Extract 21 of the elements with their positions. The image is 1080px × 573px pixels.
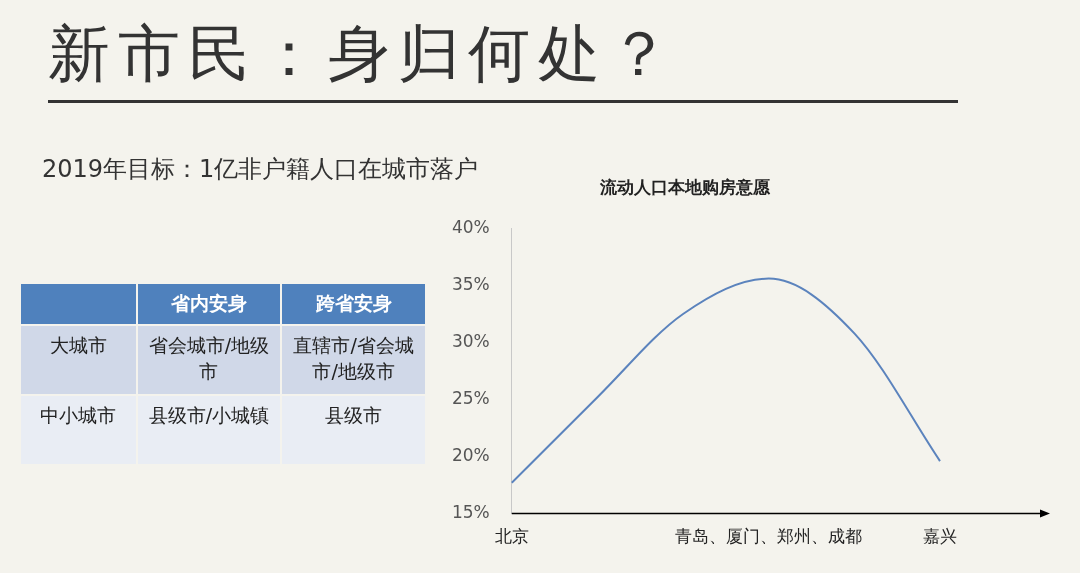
y-tick-label: 20%: [451, 444, 490, 465]
text: 直辖市/省会城市/地级市: [293, 334, 414, 382]
category-label: 大城市: [49, 334, 107, 356]
x-tick-label: 北京: [494, 526, 529, 547]
y-tick-label: 15%: [451, 502, 490, 523]
y-tick-label: 35%: [451, 273, 490, 294]
category-label: 跨省安身: [282, 284, 425, 324]
text: 省会城市/地级市: [148, 334, 270, 382]
chart-title: 流动人口本地购房意愿: [599, 176, 771, 197]
category-label: 中小城市: [40, 404, 117, 426]
line-series: [510, 277, 941, 484]
y-tick-label: 30%: [451, 330, 490, 351]
y-tick-label: 40%: [451, 216, 490, 237]
x-tick-label: 青岛、厦门、郑州、成都: [675, 526, 863, 547]
text: 2019年目标：1亿非户籍人口在城市落户: [42, 154, 479, 185]
x-tick-label: 嘉兴: [923, 526, 957, 547]
text: 县级市/小城镇: [148, 404, 270, 426]
y-tick-label: 25%: [451, 387, 490, 408]
category-label: 省内安身: [137, 284, 281, 324]
text: 新市民：身归何处？: [48, 16, 678, 92]
text: 县级市: [325, 404, 383, 426]
